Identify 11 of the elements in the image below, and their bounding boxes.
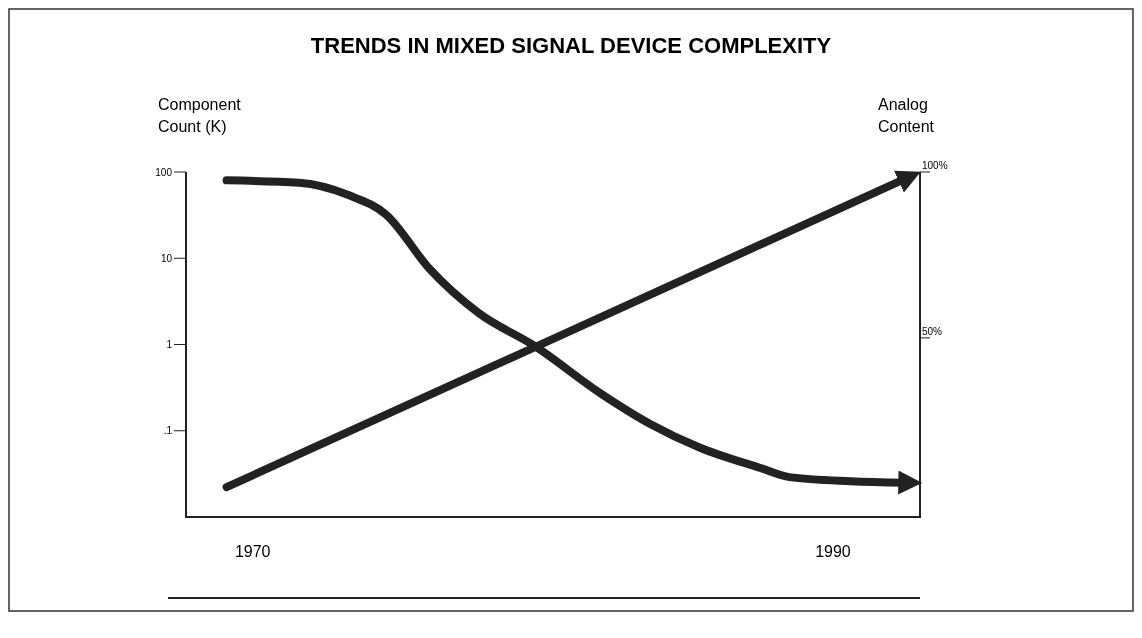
y2-tick-label: 100%	[922, 160, 948, 171]
y-tick-label: .1	[163, 425, 173, 437]
y-axis-title: Component Count (K)	[158, 96, 242, 135]
y-tick-label: 1	[166, 339, 173, 350]
y2-tick-label: 50%	[922, 325, 943, 337]
chart-title: TRENDS IN MIXED SIGNAL DEVICE COMPLEXITY	[310, 33, 832, 58]
y2-axis-title: Analog Content	[878, 96, 935, 135]
y-tick-label: 100	[155, 166, 173, 178]
x-tick-label: 1970	[234, 543, 271, 560]
x-tick-label: 1990	[815, 543, 851, 560]
y-tick-label: 10	[160, 252, 173, 264]
